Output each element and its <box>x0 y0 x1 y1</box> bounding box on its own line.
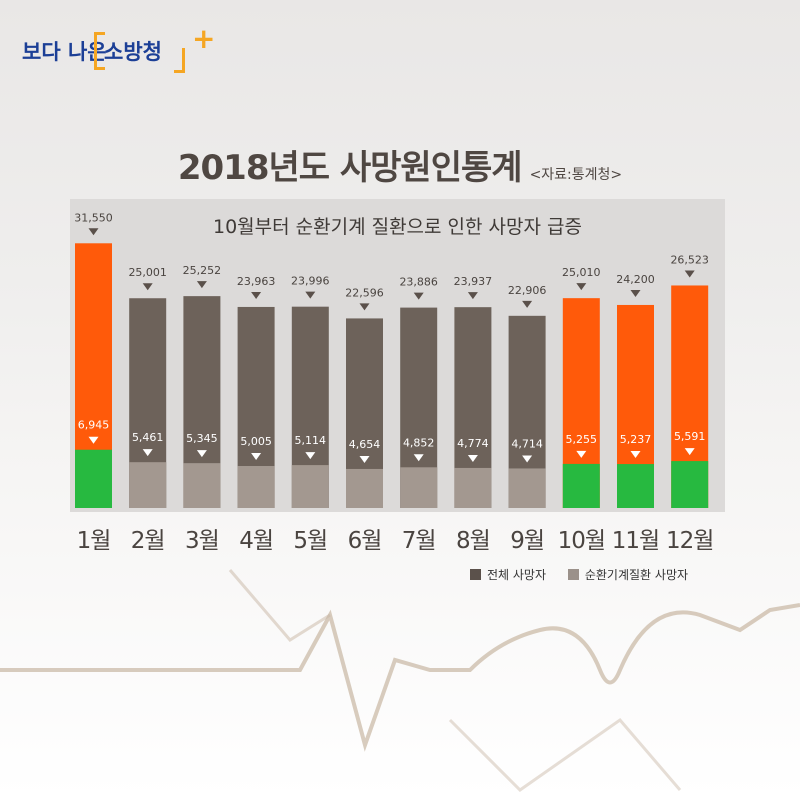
circulatory-marker-icon <box>413 454 424 462</box>
bar-circulatory-5 <box>291 465 329 508</box>
circulatory-value-label: 4,852 <box>403 436 435 449</box>
page-title: 2018년도 사망원인통계 <box>177 148 523 188</box>
bar-circulatory-12 <box>671 461 709 508</box>
circulatory-value-label: 5,005 <box>240 435 272 448</box>
legend-item-circulatory: 순환기계질환 사망자 <box>567 568 689 582</box>
circulatory-marker-icon <box>88 436 99 444</box>
heartbeat-line-decoration <box>0 569 800 792</box>
month-label: 3월 <box>185 528 219 554</box>
total-value-label: 26,523 <box>670 253 709 266</box>
total-value-label: 31,550 <box>74 211 113 224</box>
total-marker-icon <box>305 291 316 299</box>
total-marker-icon <box>522 300 533 308</box>
circulatory-value-label: 5,461 <box>132 431 164 444</box>
circulatory-marker-icon <box>522 455 533 463</box>
month-label: 6월 <box>348 528 382 554</box>
circulatory-marker-icon <box>576 450 587 458</box>
circulatory-marker-icon <box>359 455 370 463</box>
total-value-label: 23,886 <box>399 276 438 289</box>
circulatory-value-label: 5,591 <box>674 430 706 443</box>
chart-subtitle: 10월부터 순환기계 질환으로 인한 사망자 급증 <box>212 216 582 238</box>
logo-prefix: 보다 나은 <box>22 40 107 64</box>
legend-label-total: 전체 사망자 <box>487 568 547 582</box>
bar-circulatory-3 <box>183 463 221 508</box>
logo-left-bracket <box>94 32 105 70</box>
total-value-label: 22,596 <box>345 286 384 299</box>
bar-chart: 31,550 6,945 1월 25,001 5,461 2월 25,252 5,345 3월 2… <box>74 211 714 554</box>
circulatory-marker-icon <box>630 451 641 459</box>
logo-plus-icon: + <box>192 22 216 55</box>
total-marker-icon <box>684 270 695 278</box>
circulatory-value-label: 4,654 <box>349 438 381 451</box>
total-value-label: 25,010 <box>562 266 601 279</box>
total-marker-icon <box>142 283 153 291</box>
total-marker-icon <box>630 289 641 297</box>
circulatory-marker-icon <box>467 454 478 462</box>
month-label: 12월 <box>666 528 713 554</box>
total-marker-icon <box>196 281 207 289</box>
title-block: 2018년도 사망원인통계 <자료:통계청> <box>0 140 800 189</box>
bar-circulatory-10 <box>562 463 600 508</box>
chart-legend: 전체 사망자 순환기계질환 사망자 <box>470 566 706 583</box>
total-marker-icon <box>413 292 424 300</box>
circulatory-marker-icon <box>251 453 262 461</box>
total-marker-icon <box>576 283 587 291</box>
total-marker-icon <box>467 292 478 300</box>
circulatory-marker-icon <box>305 452 316 460</box>
bar-circulatory-7 <box>400 467 438 508</box>
month-label: 1월 <box>77 528 111 554</box>
bar-circulatory-8 <box>454 467 492 508</box>
total-value-label: 24,200 <box>616 273 655 286</box>
month-label: 10월 <box>558 528 605 554</box>
total-value-label: 25,252 <box>183 264 222 277</box>
circulatory-marker-icon <box>142 449 153 457</box>
circulatory-marker-icon <box>684 448 695 456</box>
total-value-label: 22,906 <box>508 284 547 297</box>
legend-item-total: 전체 사망자 <box>470 568 546 582</box>
legend-label-circulatory: 순환기계질환 사망자 <box>584 568 689 582</box>
bar-circulatory-6 <box>346 468 383 508</box>
circulatory-value-label: 4,714 <box>511 437 543 450</box>
circulatory-value-label: 6,945 <box>78 419 110 432</box>
circulatory-value-label: 5,237 <box>620 433 652 446</box>
legend-swatch-total <box>470 569 481 580</box>
bar-circulatory-2 <box>129 462 167 508</box>
bar-circulatory-9 <box>508 468 546 508</box>
bar-circulatory-11 <box>617 464 654 508</box>
total-value-label: 23,996 <box>291 275 330 288</box>
total-value-label: 23,963 <box>237 275 276 288</box>
total-marker-icon <box>359 303 370 311</box>
month-label: 5월 <box>293 528 327 554</box>
circulatory-value-label: 4,774 <box>457 437 489 450</box>
month-label: 4월 <box>239 528 273 554</box>
source-note: <자료:통계청> <box>529 167 623 183</box>
logo-right-bracket <box>174 48 185 73</box>
total-marker-icon <box>88 228 99 236</box>
month-label: 8월 <box>456 528 490 554</box>
logo-name: 소방청 <box>104 40 162 64</box>
total-value-label: 23,937 <box>454 275 493 288</box>
circulatory-value-label: 5,114 <box>295 434 327 447</box>
circulatory-value-label: 5,255 <box>566 433 598 446</box>
month-label: 11월 <box>612 528 659 554</box>
month-label: 9월 <box>510 528 544 554</box>
month-label: 7월 <box>402 528 436 554</box>
month-label: 2월 <box>131 528 165 554</box>
circulatory-value-label: 5,345 <box>186 432 218 445</box>
total-value-label: 25,001 <box>128 266 167 279</box>
total-marker-icon <box>251 291 262 299</box>
circulatory-marker-icon <box>196 450 207 458</box>
legend-swatch-circulatory <box>567 569 579 580</box>
bar-circulatory-1 <box>75 449 112 508</box>
chart-panel <box>70 199 725 512</box>
bar-circulatory-4 <box>237 466 275 508</box>
